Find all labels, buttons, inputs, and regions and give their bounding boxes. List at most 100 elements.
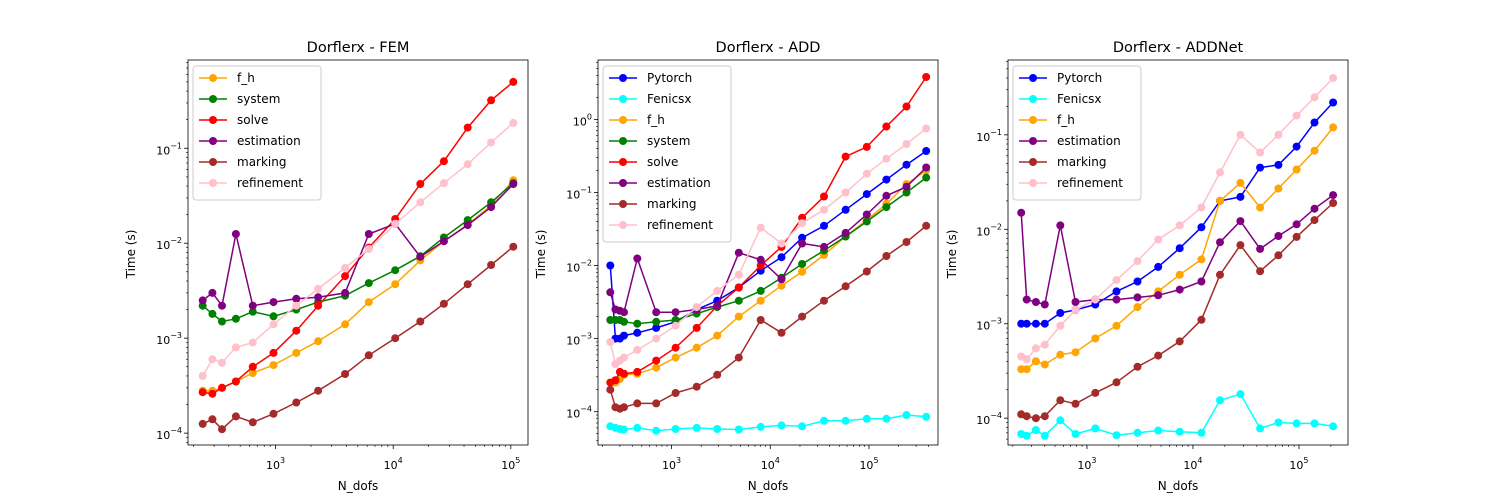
data-point	[1329, 199, 1338, 207]
y-tick-label: 10−3	[156, 331, 182, 347]
series-fenicsx	[1017, 390, 1338, 440]
data-point	[620, 403, 628, 412]
data-point	[692, 303, 701, 312]
data-point	[633, 345, 642, 354]
data-point	[882, 252, 891, 260]
data-point	[1040, 319, 1049, 328]
plot-frame	[1007, 59, 1349, 446]
data-point	[862, 169, 871, 178]
data-point	[713, 370, 722, 379]
data-point	[1031, 344, 1040, 353]
legend-item: f_h	[199, 71, 255, 85]
data-point	[1236, 217, 1245, 226]
data-point	[292, 398, 301, 407]
x-tick-label: 103	[1077, 456, 1096, 472]
data-point	[1022, 365, 1031, 374]
data-point	[620, 317, 628, 326]
data-point	[1329, 123, 1338, 132]
data-point	[798, 239, 807, 248]
data-point	[756, 286, 765, 295]
data-point	[1256, 203, 1265, 212]
legend-item: Pytorch	[1019, 71, 1102, 85]
data-point	[292, 294, 301, 303]
data-point	[713, 331, 722, 340]
data-point	[882, 175, 891, 184]
legend-item: f_h	[1019, 113, 1075, 127]
data-point	[713, 425, 722, 433]
x-axis-label: N_dofs	[1158, 479, 1198, 493]
x-tick-label: 104	[1183, 456, 1202, 472]
data-point	[734, 353, 743, 362]
data-point	[1236, 192, 1245, 201]
legend-item: estimation	[199, 134, 301, 148]
legend-label: f_h	[1057, 113, 1075, 127]
data-point	[1031, 298, 1040, 306]
data-point	[606, 288, 615, 297]
data-point	[1274, 160, 1283, 169]
legend-label: marking	[647, 197, 696, 211]
data-point	[777, 253, 786, 262]
data-point	[248, 307, 257, 316]
x-tick-label: 105	[859, 456, 878, 472]
data-point	[341, 263, 350, 272]
data-point	[1256, 163, 1265, 172]
data-point	[248, 338, 257, 347]
data-point	[269, 320, 278, 329]
data-point	[620, 425, 628, 434]
data-point	[231, 343, 240, 352]
data-point	[902, 182, 911, 191]
data-point	[1236, 390, 1245, 399]
data-point	[756, 261, 765, 270]
data-point	[798, 219, 807, 228]
data-point	[208, 309, 217, 318]
series-line	[202, 183, 514, 308]
data-point	[341, 288, 350, 297]
data-point	[633, 254, 642, 263]
data-point	[1329, 98, 1338, 107]
x-axis-label: N_dofs	[748, 479, 788, 493]
data-point	[1292, 165, 1301, 174]
data-point	[1040, 300, 1049, 309]
legend-swatch-marker	[1029, 158, 1037, 166]
data-point	[198, 388, 207, 397]
data-point	[1022, 319, 1031, 328]
data-point	[902, 411, 911, 419]
legend-item: estimation	[609, 176, 711, 190]
data-point	[364, 298, 373, 307]
legend-swatch-marker	[619, 74, 627, 82]
data-point	[269, 348, 278, 357]
data-point	[652, 399, 661, 408]
data-point	[292, 348, 301, 357]
legend-swatch-marker	[619, 221, 627, 229]
legend-label: estimation	[1057, 134, 1121, 148]
chart-title: Dorflerx - ADD	[716, 40, 821, 56]
data-point	[1056, 416, 1065, 425]
data-point	[1310, 204, 1319, 213]
y-tick-label: 10−2	[976, 222, 1002, 238]
data-point	[1071, 348, 1080, 357]
legend-label: f_h	[237, 71, 255, 85]
legend: Pytorch Fenicsx f_h estimation marking refine…	[1012, 65, 1142, 201]
x-tick-label: 103	[266, 456, 285, 472]
data-point	[218, 383, 226, 392]
data-point	[611, 376, 620, 385]
data-point	[1056, 396, 1065, 405]
data-point	[269, 312, 278, 321]
legend-swatch-marker	[209, 116, 217, 124]
data-point	[1091, 388, 1100, 397]
data-point	[777, 421, 786, 430]
x-tick-label: 105	[501, 456, 520, 472]
data-point	[902, 238, 911, 246]
legend-label: refinement	[1057, 176, 1123, 190]
data-point	[652, 308, 661, 317]
data-point	[882, 122, 891, 131]
data-point	[1022, 431, 1031, 440]
data-point	[509, 242, 518, 251]
legend-label: Fenicsx	[647, 92, 692, 106]
data-point	[652, 363, 661, 372]
data-point	[1175, 221, 1184, 230]
data-point	[439, 157, 448, 166]
data-point	[841, 416, 850, 425]
